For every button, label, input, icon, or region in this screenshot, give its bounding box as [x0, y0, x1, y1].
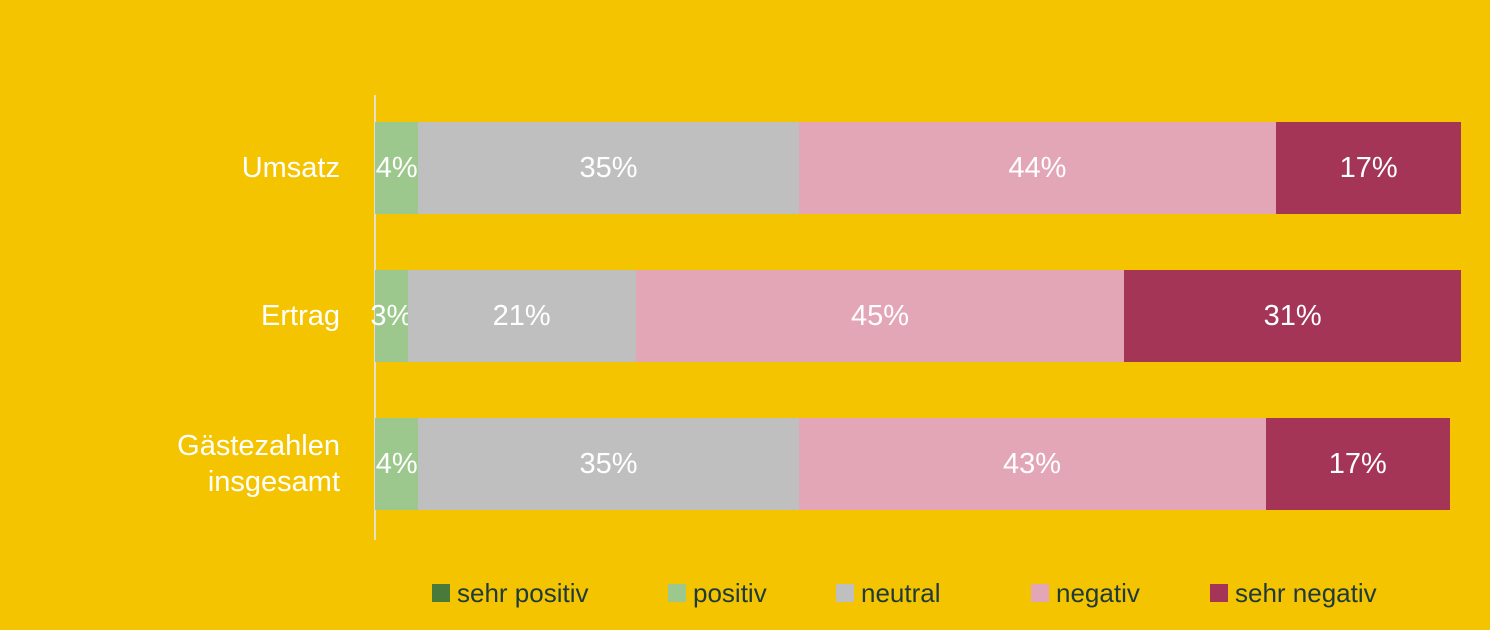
data-label: 3%	[370, 299, 413, 332]
bar-segment	[418, 418, 799, 510]
data-label: 44%	[1008, 151, 1067, 184]
data-label: 17%	[1339, 151, 1398, 184]
legend-swatch	[1210, 584, 1228, 602]
category-label: Umsatz	[241, 152, 340, 184]
category-label: Ertrag	[261, 300, 340, 332]
bar-segment	[798, 418, 1266, 510]
legend-swatch	[432, 584, 450, 602]
data-label: 31%	[1263, 299, 1322, 332]
data-label: 43%	[1002, 447, 1062, 480]
bar-segment	[1265, 418, 1451, 510]
legend-label: sehr positiv	[457, 578, 589, 608]
legend-swatch	[836, 584, 854, 602]
bar-segment	[635, 270, 1125, 362]
data-label: 35%	[579, 151, 638, 184]
data-label: 35%	[579, 447, 638, 480]
legend-label: negativ	[1056, 578, 1140, 608]
bar-segment	[375, 122, 419, 214]
legend-label: neutral	[861, 578, 941, 608]
bar-segment	[1124, 270, 1461, 362]
data-label: 17%	[1328, 447, 1387, 480]
bar-segment	[375, 270, 408, 362]
data-label: 21%	[492, 299, 551, 332]
data-label: 4%	[375, 447, 418, 480]
data-label: 4%	[375, 151, 418, 184]
bar-segment	[798, 122, 1277, 214]
data-label: 45%	[850, 299, 909, 332]
bar-segment	[1276, 122, 1461, 214]
bar-segment	[407, 270, 636, 362]
legend-swatch	[668, 584, 686, 602]
legend-label: sehr negativ	[1235, 578, 1377, 608]
legend-label: positiv	[693, 578, 767, 608]
bar-segment	[375, 418, 419, 510]
category-label: Gästezahlen insgesamt	[177, 430, 340, 498]
legend-swatch	[1031, 584, 1049, 602]
bar-segment	[418, 122, 799, 214]
